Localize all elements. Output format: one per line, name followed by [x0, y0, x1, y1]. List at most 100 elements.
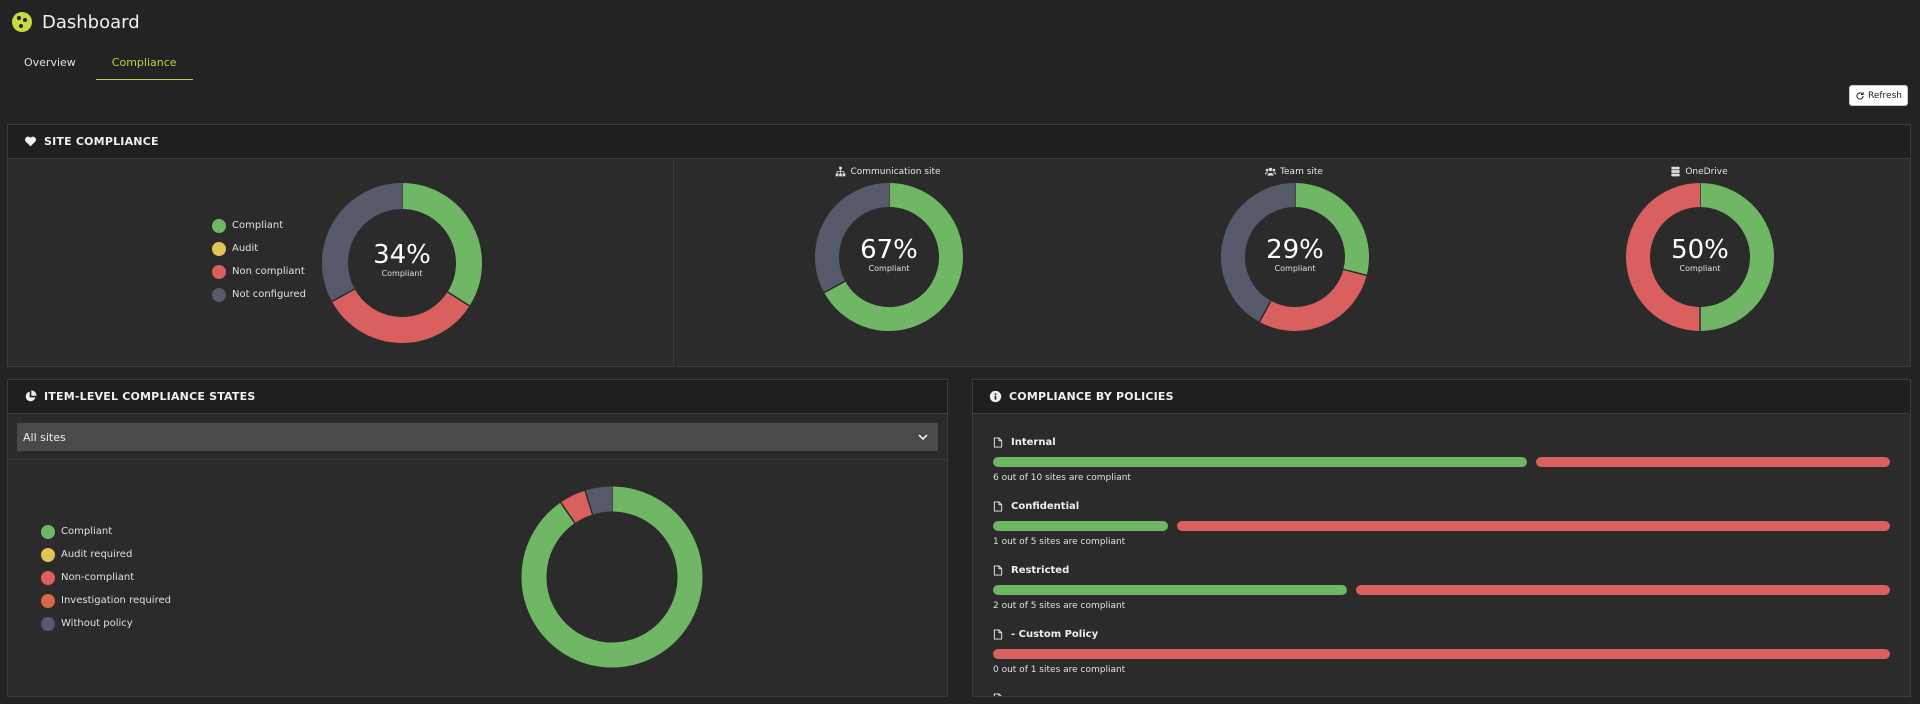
team-center: 29% Compliant [1220, 236, 1370, 273]
item-level-legend: Compliant Audit required Non-compliant I… [41, 520, 171, 635]
dashboard-logo-icon [12, 12, 32, 32]
onedrive-center: 50% Compliant [1625, 236, 1775, 273]
legend-item: Audit required [41, 543, 171, 566]
legend-item: Not configured [212, 283, 306, 306]
legend-label: Without policy [61, 618, 133, 629]
policy-item-partial [993, 691, 1893, 696]
tab-overview[interactable]: Overview [24, 56, 76, 69]
onedrive-title: OneDrive [1599, 166, 1799, 177]
file-icon [993, 564, 1003, 576]
policies-panel: COMPLIANCE BY POLICIES Internal 6 out of… [972, 379, 1911, 697]
legend-item: Investigation required [41, 589, 171, 612]
non-compliant-bar [1535, 457, 1890, 467]
legend-label: Non-compliant [61, 572, 135, 583]
overall-percent: 34% [373, 240, 431, 270]
policy-summary: 0 out of 1 sites are compliant [993, 665, 1126, 675]
compliant-bar [993, 457, 1527, 467]
donut-segment [1699, 183, 1774, 331]
donut-separator [1343, 268, 1367, 277]
non-compliant-dot-icon [212, 264, 226, 279]
heart-icon [25, 136, 36, 147]
pie-chart-icon [25, 390, 37, 402]
donut-segment [1259, 268, 1367, 331]
policy-name-label: - Custom Policy [1011, 628, 1099, 640]
onedrive-percent: 50% [1671, 235, 1729, 265]
donut-separator [331, 288, 356, 303]
file-icon [993, 692, 1003, 696]
team-site-title: Team site [1194, 166, 1394, 177]
donut-segment [1221, 183, 1296, 322]
policy-summary: 2 out of 5 sites are compliant [993, 601, 1126, 611]
donut-segment [322, 183, 403, 302]
onedrive-donut: 50% Compliant [1625, 182, 1775, 332]
policy-name-label: Internal [1011, 436, 1056, 448]
policy-name [993, 691, 1893, 696]
communication-site-title: Communication site [788, 166, 988, 177]
policy-bar [993, 585, 1893, 595]
database-icon [1671, 166, 1680, 177]
item-level-donut-chart [521, 486, 703, 668]
donut-segment [1294, 183, 1369, 276]
team-site-label: Team site [1280, 166, 1323, 177]
site-filter-select[interactable]: All sites [17, 423, 938, 451]
communication-site-label: Communication site [850, 166, 941, 177]
donut-segment [521, 486, 703, 668]
donut-separator [584, 490, 594, 515]
site-compliance-header: SITE COMPLIANCE [8, 125, 1910, 159]
users-icon [1265, 167, 1277, 176]
item-level-header: ITEM-LEVEL COMPLIANCE STATES [8, 380, 947, 414]
donut-separator [447, 291, 470, 307]
audit-required-dot-icon [41, 547, 55, 562]
refresh-button[interactable]: Refresh [1849, 85, 1908, 106]
team-donut: 29% Compliant [1220, 182, 1370, 332]
audit-dot-icon [212, 241, 226, 256]
site-compliance-title: SITE COMPLIANCE [44, 135, 159, 148]
policy-name: Confidential [993, 499, 1893, 513]
non-compliant-dot-icon [41, 570, 55, 585]
item-level-title: ITEM-LEVEL COMPLIANCE STATES [44, 390, 256, 403]
donut-separator [560, 502, 576, 524]
item-level-panel: ITEM-LEVEL COMPLIANCE STATES All sites C… [7, 379, 948, 697]
legend-item: Audit [212, 237, 306, 260]
page-title: Dashboard [42, 11, 140, 33]
investigation-dot-icon [41, 593, 55, 608]
team-percent: 29% [1266, 235, 1324, 265]
communication-center: 67% Compliant [814, 236, 964, 273]
policy-name: Restricted [993, 563, 1893, 577]
sitemap-icon [836, 166, 846, 177]
donut-segment [1626, 183, 1701, 331]
legend-item: Compliant [212, 214, 306, 237]
not-configured-dot-icon [212, 287, 226, 302]
item-level-donut [519, 484, 705, 670]
donut-segment [824, 183, 963, 331]
refresh-icon [1856, 91, 1864, 100]
legend-label: Compliant [232, 220, 284, 231]
overall-percent-label: Compliant [381, 269, 423, 278]
communication-percent-label: Compliant [868, 264, 910, 273]
policy-name-label: Restricted [1011, 564, 1070, 576]
site-compliance-legend: Compliant Audit Non compliant Not config… [212, 214, 306, 306]
policy-name: Internal [993, 435, 1893, 449]
tab-bar: Overview Compliance [12, 52, 193, 80]
compliant-dot-icon [212, 218, 226, 233]
legend-label: Audit required [61, 549, 133, 560]
site-filter-value: All sites [23, 430, 66, 444]
policy-summary: 1 out of 5 sites are compliant [993, 537, 1126, 547]
non-compliant-bar [1176, 521, 1890, 531]
non-compliant-bar [993, 649, 1890, 659]
policy-name: - Custom Policy [993, 627, 1893, 641]
legend-label: Non compliant [232, 266, 305, 277]
legend-item: Non-compliant [41, 566, 171, 589]
tab-compliance[interactable]: Compliance [95, 52, 193, 80]
compliant-bar [993, 521, 1168, 531]
donut-segment [331, 288, 470, 343]
policy-item: Internal 6 out of 10 sites are compliant [993, 435, 1893, 483]
communication-donut-chart [815, 183, 963, 331]
donut-separator [823, 280, 846, 294]
onedrive-label: OneDrive [1685, 166, 1728, 177]
legend-label: Compliant [61, 526, 113, 537]
separator [8, 459, 947, 460]
chevron-down-icon [918, 434, 928, 441]
legend-item: Compliant [41, 520, 171, 543]
site-compliance-panel: SITE COMPLIANCE Compliant Audit Non comp… [7, 124, 1911, 367]
